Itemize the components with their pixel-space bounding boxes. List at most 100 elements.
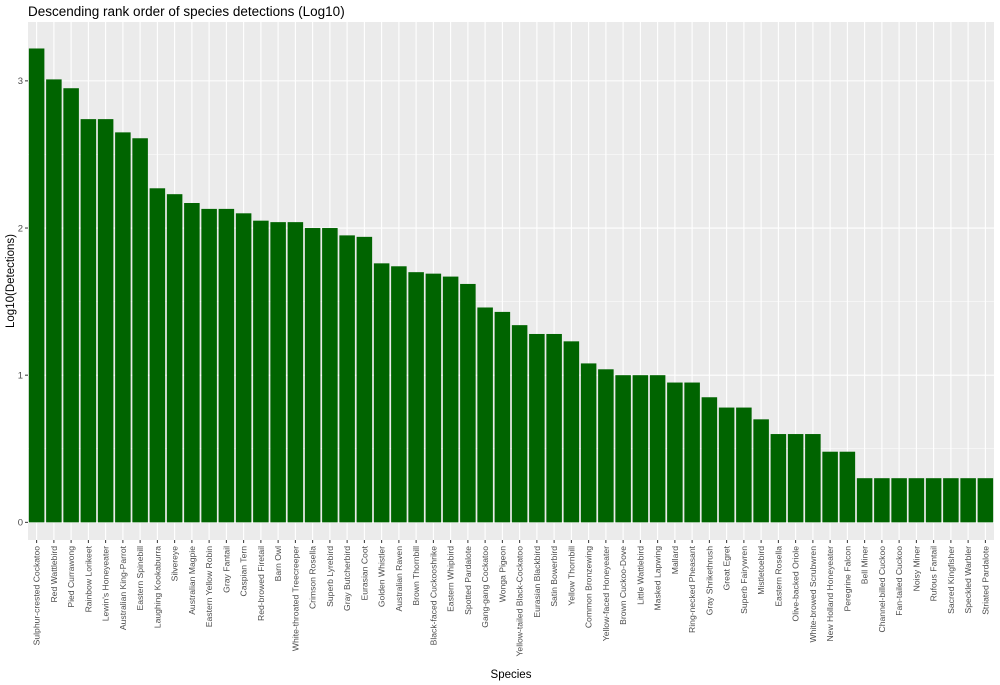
x-tick-label: Wonga Pigeon — [497, 546, 507, 602]
bar — [684, 382, 700, 523]
y-axis: 0 1 2 3 — [18, 76, 28, 529]
bar — [770, 434, 787, 523]
x-tick-label: Australian King-Parrot — [118, 545, 128, 630]
bar — [391, 266, 407, 523]
bar — [925, 478, 942, 523]
bar — [753, 419, 769, 523]
x-tick-label: Australian Raven — [394, 546, 404, 612]
x-tick-label: Great Egret — [722, 545, 732, 590]
x-tick-label: Eurasian Coot — [359, 545, 369, 600]
bar — [63, 88, 79, 523]
x-tick-label: Gray Fantail — [221, 546, 231, 593]
x-tick-label: Gray Butcherbird — [342, 546, 352, 611]
bars — [28, 48, 994, 523]
x-tick-label: Gray Shrikethrush — [704, 546, 714, 615]
x-tick-label: Mallard — [670, 546, 680, 574]
x-tick-label: Little Wattlebird — [635, 546, 645, 605]
chart-title: Descending rank order of species detecti… — [28, 4, 345, 19]
x-tick-label: Red Wattlebird — [49, 546, 59, 603]
bar — [218, 208, 235, 523]
x-axis-title: Species — [491, 669, 532, 681]
bar — [615, 375, 631, 523]
x-tick-label: Crimson Rosella — [308, 546, 318, 609]
x-tick-label: Peregrine Falcon — [842, 546, 852, 612]
bar — [511, 325, 528, 523]
bar — [701, 397, 718, 523]
bar — [442, 276, 459, 523]
bar — [874, 478, 890, 523]
x-tick-label: Masked Lapwing — [653, 546, 663, 611]
x-tick-label: Superb Fairywren — [739, 546, 749, 614]
x-tick-label: Brown Thornbill — [411, 546, 421, 606]
bar — [598, 369, 614, 523]
bar — [632, 375, 649, 523]
bar — [28, 48, 45, 523]
x-tick-label: Laughing Kookaburra — [152, 546, 162, 628]
x-tick-label: Australian Magpie — [187, 546, 197, 615]
bar — [908, 478, 925, 523]
bar — [649, 375, 666, 523]
x-tick-label: Striated Pardalote — [980, 546, 990, 615]
x-tick-label: Olive-backed Oriole — [791, 546, 801, 622]
x-tick-label: Sacred Kingfisher — [946, 546, 956, 614]
bar — [46, 79, 62, 523]
x-tick-label: Noisy Miner — [911, 546, 921, 592]
x-tick-label: Mistletoebird — [756, 546, 766, 595]
x-tick-label: Spotted Pardalote — [463, 546, 473, 615]
x-tick-label: Yellow-faced Honeyeater — [601, 546, 611, 641]
x-tick-label: Eastern Yellow Robin — [204, 546, 214, 627]
x-tick-label: Silvereye — [170, 546, 180, 582]
bar — [787, 434, 804, 523]
bar — [977, 478, 994, 523]
bar — [839, 451, 856, 523]
bar — [339, 235, 355, 523]
bar — [184, 203, 200, 523]
x-tick-label: Lewin's Honeyeater — [101, 546, 111, 621]
bar — [960, 478, 976, 523]
x-tick-label: Satin Bowerbird — [549, 546, 559, 607]
bar — [718, 407, 735, 523]
bar — [805, 434, 821, 523]
x-tick-label: Eastern Whipbird — [446, 546, 456, 612]
bar — [477, 307, 493, 523]
bar — [80, 119, 97, 523]
bar — [943, 478, 959, 523]
bar — [460, 283, 476, 523]
bar — [425, 273, 442, 523]
bar — [322, 228, 338, 523]
x-tick-label: Fan-tailed Cuckoo — [894, 546, 904, 616]
bar — [253, 220, 269, 523]
x-tick-label: Rufous Fantail — [929, 546, 939, 602]
x-tick-label: White-throated Treecreeper — [290, 546, 300, 651]
bar — [546, 333, 562, 523]
bar — [580, 363, 597, 523]
x-tick-label: Rainbow Lorikeet — [83, 545, 93, 612]
x-tick-label: Brown Cuckoo-Dove — [618, 546, 628, 625]
x-tick-label: Pied Currawong — [66, 546, 76, 608]
bar — [494, 311, 511, 523]
x-tick-label: Superb Lyrebird — [325, 546, 335, 607]
x-tick-label: Speckled Warbler — [963, 546, 973, 614]
x-tick-label: Yellow Thornbill — [566, 546, 576, 606]
x-tick-label: Gang-gang Cockatoo — [480, 546, 490, 628]
x-axis: Sulphur-crested Cockatoo Red Wattlebird Pi… — [32, 540, 990, 657]
bar — [149, 188, 166, 523]
bar — [97, 119, 114, 523]
x-tick-label: Golden Whistler — [377, 546, 387, 607]
x-tick-label: Sulphur-crested Cockatoo — [32, 546, 42, 646]
x-tick-label: Barn Owl — [273, 546, 283, 581]
x-tick-label: Eastern Rosella — [773, 546, 783, 607]
bar — [563, 341, 580, 523]
x-tick-label: Black-faced Cuckooshrike — [428, 546, 438, 646]
x-tick-label: Common Bronzewing — [584, 546, 594, 628]
x-tick-label: Yellow-tailed Black-Cockatoo — [515, 546, 525, 657]
bar — [132, 138, 148, 523]
x-tick-label: Red-browed Firetail — [256, 546, 266, 621]
y-tick-label: 2 — [18, 223, 23, 234]
bar — [270, 222, 286, 523]
bar — [856, 478, 873, 523]
y-tick-label: 3 — [18, 76, 23, 87]
bar — [304, 228, 321, 523]
bar — [356, 236, 373, 523]
